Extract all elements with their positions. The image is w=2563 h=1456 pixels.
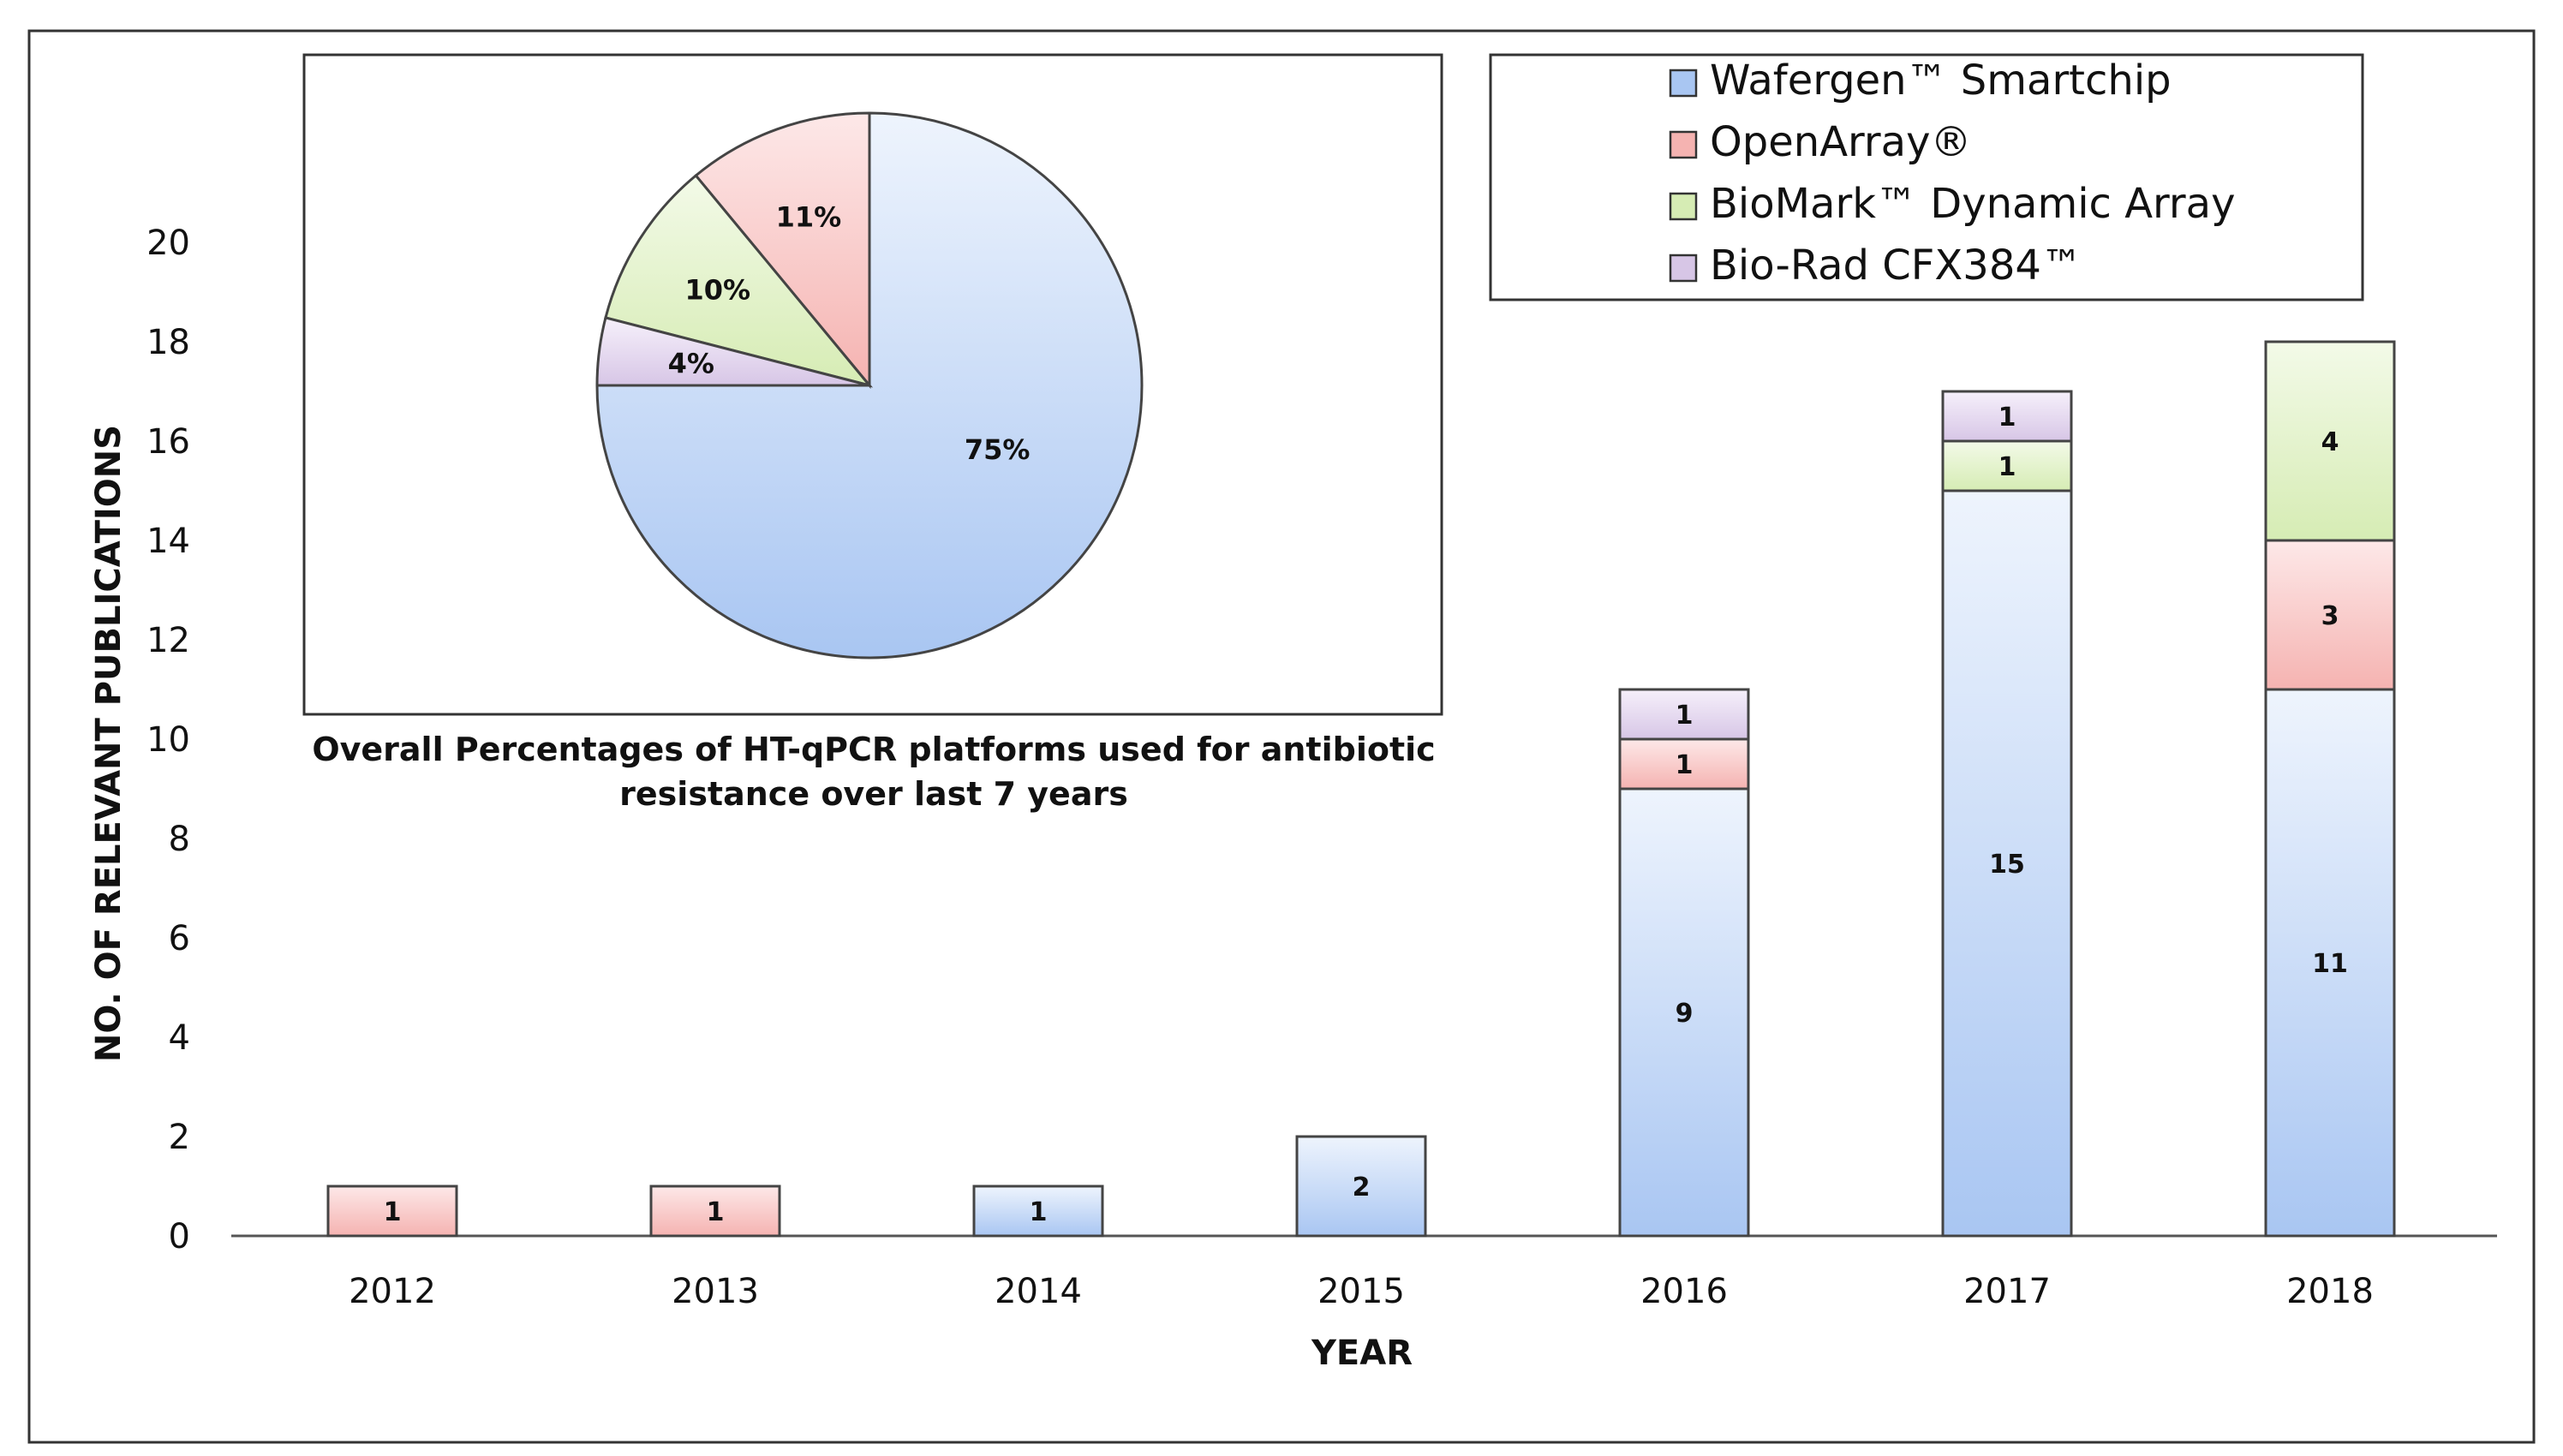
y-tick-labels: 0 2 4 6 8 10 12 14 16 18 20 [146, 224, 190, 1256]
legend-box [1489, 53, 2364, 301]
legend-swatch-0 [1669, 69, 1698, 98]
bar-segment-2016-s1 [1618, 737, 1750, 791]
bar-value-label: 9 [1676, 999, 1694, 1029]
y-tick-label: 6 [169, 919, 190, 958]
pie-label-2: 10% [685, 274, 751, 307]
bar-segment-2017-s0 [1941, 489, 2073, 1238]
bar-segment-2017-s2 [1941, 439, 2073, 492]
pie-inset: 75% 11% 10% 4% Overall Percentages of HT-qP… [302, 53, 1443, 813]
bar-segment-2018-s1 [2264, 539, 2396, 691]
legend-swatch-1 [1669, 130, 1698, 159]
bar-stack-2013: 1 [649, 1184, 781, 1238]
y-tick-label: 2 [169, 1118, 190, 1157]
x-tick-label: 2018 [2286, 1272, 2374, 1311]
x-tick-label: 2016 [1640, 1272, 1728, 1311]
bar-stack-2012: 1 [326, 1184, 458, 1238]
y-tick-label: 0 [169, 1217, 190, 1256]
pie-slice-0 [595, 111, 1144, 659]
legend-label-2: BioMark™ Dynamic Array [1710, 180, 2235, 228]
y-tick-label: 10 [146, 720, 190, 760]
bar-value-label: 1 [707, 1197, 725, 1227]
bar-stack-2014: 1 [972, 1184, 1104, 1238]
bar-stack-2018: 11 3 4 [2264, 340, 2396, 1238]
legend-label-1: OpenArray® [1710, 118, 1971, 166]
legend-items: Wafergen™ Smartchip OpenArray® BioMark™ Dy… [1669, 57, 2235, 289]
bar-value-label: 1 [1030, 1197, 1048, 1227]
legend-swatch-3 [1669, 254, 1698, 283]
legend-swatch-2 [1669, 192, 1698, 221]
bar-value-label: 15 [1989, 850, 2025, 880]
y-tick-label: 20 [146, 224, 190, 263]
y-tick-label: 8 [169, 820, 190, 859]
pie-slice-1 [694, 111, 871, 390]
bar-value-label: 1 [1676, 750, 1694, 780]
x-tick-label: 2015 [1317, 1272, 1405, 1311]
bar-segment-2017-s3 [1941, 390, 2073, 443]
bar-value-label: 1 [1998, 452, 2016, 482]
bar-segment-2016-s3 [1618, 688, 1750, 741]
legend-label-0: Wafergen™ Smartchip [1710, 57, 2172, 104]
bar-value-label: 1 [384, 1197, 402, 1227]
x-tick-label: 2012 [349, 1272, 436, 1311]
pie-label-1: 11% [776, 201, 842, 234]
x-axis-title: YEAR [1311, 1334, 1413, 1373]
y-axis: 0 2 4 6 8 10 12 14 16 18 20 NO. OF RELEVANT PUBLIC… [89, 224, 190, 1256]
bar-segment-2018-s0 [2264, 688, 2396, 1238]
pie-slice-2 [604, 173, 874, 388]
y-tick-label: 16 [146, 422, 190, 462]
y-tick-label: 12 [146, 621, 190, 660]
pie-chart: 75% 11% 10% 4% [595, 111, 1144, 659]
x-tick-label: 2017 [1963, 1272, 2051, 1311]
bar-stack-2015: 2 [1295, 1135, 1427, 1238]
x-tick-label: 2014 [995, 1272, 1082, 1311]
bar-value-label: 2 [1353, 1173, 1371, 1202]
x-tick-label: 2013 [672, 1272, 759, 1311]
bar-value-label: 4 [2321, 427, 2339, 457]
pie-slice-3 [595, 316, 870, 387]
bar-value-label: 3 [2321, 601, 2339, 631]
bar-value-label: 1 [1676, 701, 1694, 731]
bar-segment-2018-s2 [2264, 340, 2396, 542]
legend-label-3: Bio-Rad CFX384™ [1710, 242, 2082, 289]
x-tick-labels: 2012 2013 2014 2015 2016 2017 2018 [349, 1272, 2374, 1311]
bar-segment-2016-s0 [1618, 787, 1750, 1238]
bar-value-label: 1 [1998, 403, 2016, 433]
bar-value-label: 11 [2312, 949, 2348, 979]
pie-label-0: 75% [965, 433, 1031, 466]
y-axis-title: NO. OF RELEVANT PUBLICATIONS [89, 425, 128, 1062]
pie-title-line-1: Overall Percentages of HT-qPCR platforms… [312, 731, 1435, 768]
bar-stack-2016: 9 1 1 [1618, 688, 1750, 1238]
bar-segment-2014-s0 [972, 1184, 1104, 1238]
legend: Wafergen™ Smartchip OpenArray® BioMark™ Dy… [1489, 53, 2364, 301]
pie-label-3: 4% [668, 348, 714, 380]
y-tick-label: 18 [146, 323, 190, 362]
pie-title-line-2: resistance over last 7 years [619, 775, 1128, 813]
y-tick-label: 4 [169, 1018, 190, 1058]
bar-segment-2013-s1 [649, 1184, 781, 1238]
y-tick-label: 14 [146, 522, 190, 561]
bar-segment-2015-s0 [1295, 1135, 1427, 1238]
bar-segment-2012-s1 [326, 1184, 458, 1238]
